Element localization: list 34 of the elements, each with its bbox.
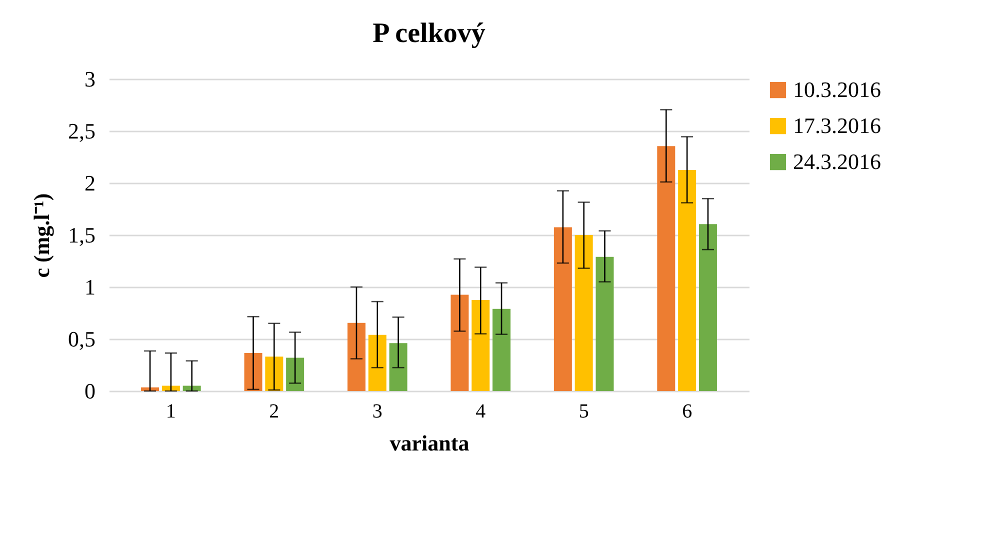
- bar: [492, 308, 511, 391]
- x-tick-label: 2: [269, 400, 280, 422]
- x-tick-label: 1: [166, 400, 176, 422]
- x-tick-label: 6: [682, 400, 692, 422]
- y-tick-label: 0: [84, 378, 96, 404]
- y-tick-label: 2,5: [68, 118, 96, 144]
- y-tick-label: 3: [84, 66, 96, 92]
- bar: [368, 334, 386, 391]
- x-tick-label: 3: [372, 400, 382, 422]
- y-axis-title: c (mg.l⁻¹): [29, 193, 54, 278]
- y-tick-label: 0,5: [68, 326, 96, 352]
- bar: [698, 224, 717, 391]
- legend-label: 17.3.2016: [793, 113, 881, 138]
- legend-label: 10.3.2016: [793, 77, 881, 102]
- bar: [657, 146, 676, 391]
- x-tick-label: 5: [578, 400, 589, 422]
- x-tick-label: 4: [476, 400, 486, 422]
- legend-label: 24.3.2016: [793, 149, 881, 174]
- chart-title: P celkový: [372, 18, 486, 49]
- bar: [286, 358, 304, 391]
- bar: [554, 227, 572, 391]
- y-tick-label: 2: [84, 170, 96, 196]
- y-tick-label: 1,5: [68, 222, 96, 248]
- bar: [678, 170, 696, 391]
- bar: [265, 356, 284, 391]
- bar: [596, 256, 614, 391]
- y-tick-label: 1: [84, 274, 96, 300]
- x-axis-title: varianta: [390, 430, 470, 456]
- bar: [347, 322, 366, 391]
- bar: [472, 300, 490, 391]
- bar: [244, 353, 262, 391]
- bar: [574, 235, 593, 391]
- bar: [450, 294, 469, 391]
- bar: [389, 343, 408, 391]
